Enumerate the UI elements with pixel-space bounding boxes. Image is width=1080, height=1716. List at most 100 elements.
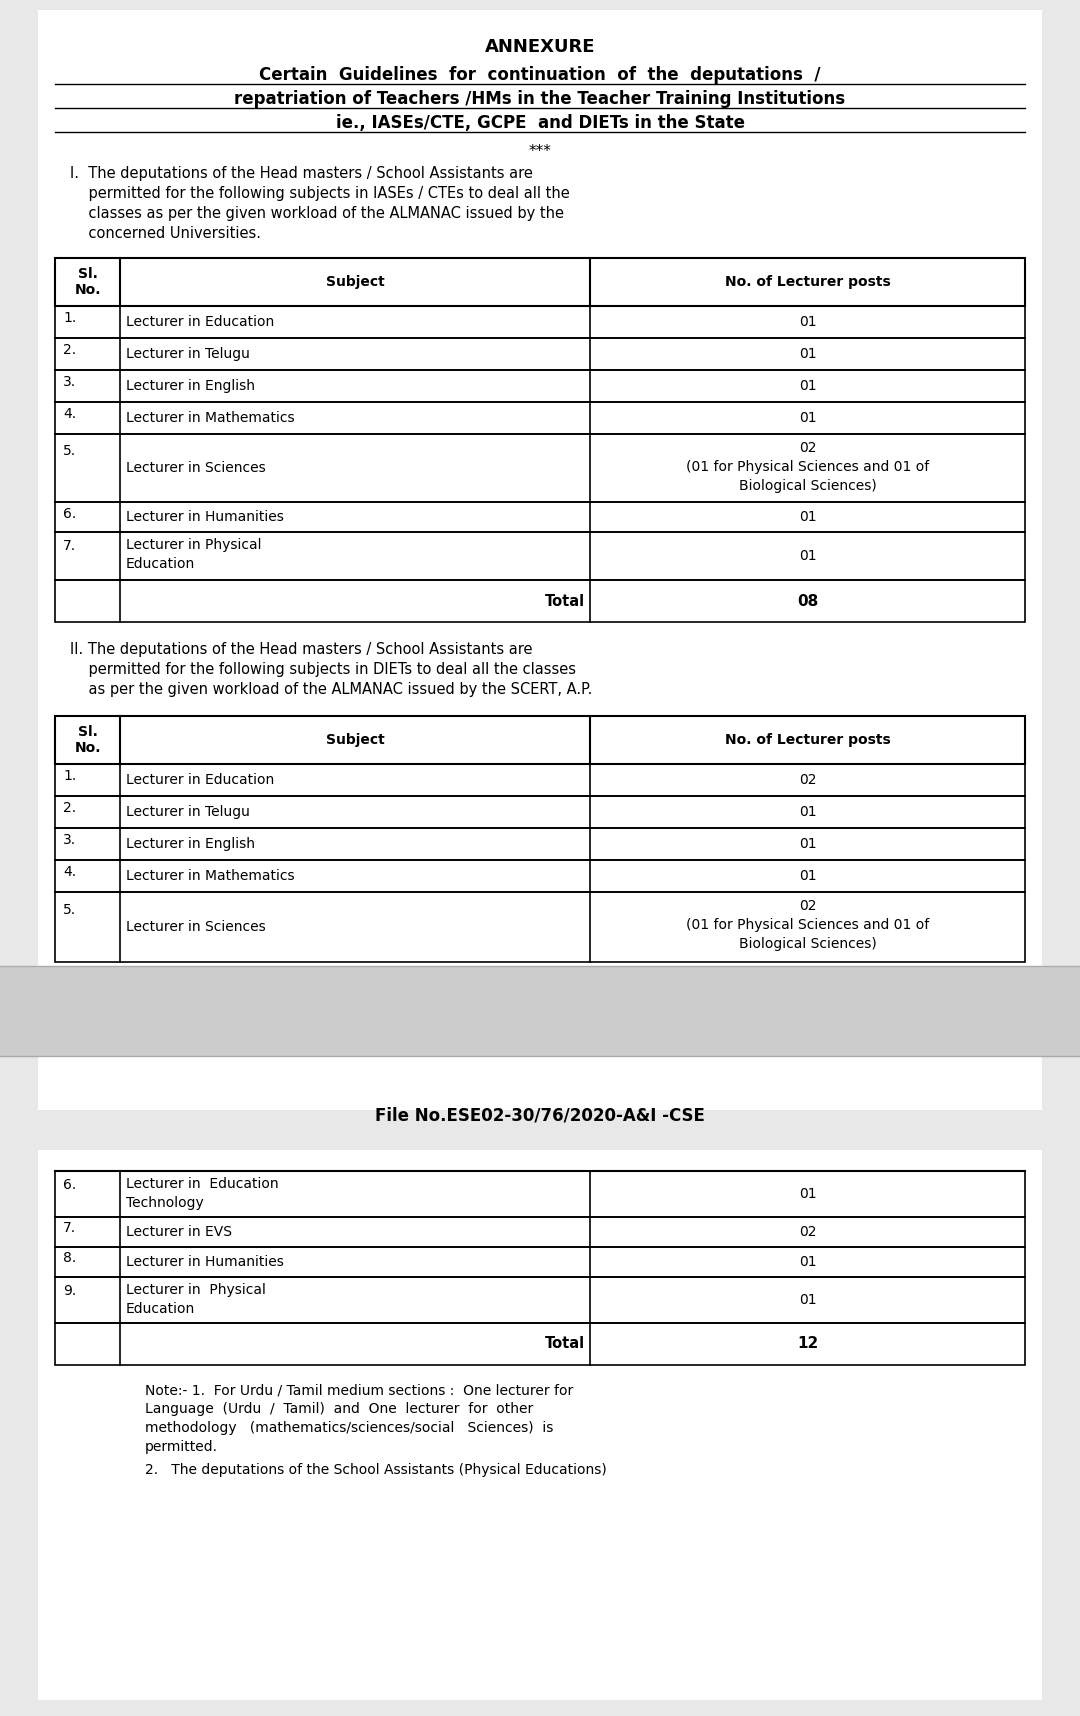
- Text: 01: 01: [799, 316, 816, 329]
- Text: Total: Total: [545, 594, 585, 609]
- Text: Education: Education: [126, 1301, 195, 1316]
- Bar: [55, 1248, 1025, 1277]
- Text: 12: 12: [797, 1337, 819, 1352]
- Text: 01: 01: [799, 549, 816, 563]
- Bar: [55, 1217, 1025, 1248]
- Text: 4.: 4.: [63, 865, 76, 879]
- Text: 01: 01: [799, 510, 816, 523]
- Text: Lecturer in Physical: Lecturer in Physical: [126, 537, 261, 553]
- Text: permitted.: permitted.: [145, 1440, 218, 1453]
- Bar: [55, 532, 1025, 580]
- Text: classes as per the given workload of the ALMANAC issued by the: classes as per the given workload of the…: [70, 206, 564, 221]
- Text: permitted for the following subjects in DIETs to deal all the classes: permitted for the following subjects in …: [70, 662, 576, 678]
- Text: No. of Lecturer posts: No. of Lecturer posts: [725, 733, 890, 746]
- Text: ie., IASEs/CTE, GCPE  and DIETs in the State: ie., IASEs/CTE, GCPE and DIETs in the St…: [336, 113, 744, 132]
- Text: 01: 01: [799, 379, 816, 393]
- Text: 02: 02: [799, 441, 816, 455]
- Text: Lecturer in Education: Lecturer in Education: [126, 772, 274, 788]
- Text: Sl.
No.: Sl. No.: [75, 268, 100, 297]
- Bar: [55, 829, 1025, 860]
- Text: 7.: 7.: [63, 1222, 76, 1236]
- Text: Lecturer in Sciences: Lecturer in Sciences: [126, 920, 266, 934]
- Text: File No.ESE02-30/76/2020-A&I -CSE: File No.ESE02-30/76/2020-A&I -CSE: [375, 1107, 705, 1124]
- Text: concerned Universities.: concerned Universities.: [70, 227, 261, 240]
- Bar: [55, 371, 1025, 402]
- Bar: [55, 434, 1025, 503]
- Text: Lecturer in Mathematics: Lecturer in Mathematics: [126, 412, 295, 426]
- Text: 4.: 4.: [63, 407, 76, 420]
- Bar: [55, 305, 1025, 338]
- Text: 5.: 5.: [63, 903, 76, 916]
- Text: Lecturer in Humanities: Lecturer in Humanities: [126, 1254, 284, 1270]
- Text: Biological Sciences): Biological Sciences): [739, 479, 876, 492]
- Text: ***: ***: [528, 144, 552, 160]
- Text: Subject: Subject: [326, 733, 384, 746]
- Bar: [55, 796, 1025, 829]
- Text: 01: 01: [799, 868, 816, 884]
- Text: methodology   (mathematics/sciences/social   Sciences)  is: methodology (mathematics/sciences/social…: [145, 1421, 553, 1435]
- Text: Note:- 1.  For Urdu / Tamil medium sections :  One lecturer for: Note:- 1. For Urdu / Tamil medium sectio…: [145, 1383, 573, 1397]
- Text: 01: 01: [799, 1254, 816, 1270]
- Text: 1.: 1.: [63, 311, 77, 324]
- Text: 6.: 6.: [63, 506, 77, 520]
- Text: Education: Education: [126, 556, 195, 571]
- Text: (01 for Physical Sciences and 01 of: (01 for Physical Sciences and 01 of: [686, 460, 929, 474]
- Text: Lecturer in English: Lecturer in English: [126, 379, 255, 393]
- Text: Language  (Urdu  /  Tamil)  and  One  lecturer  for  other: Language (Urdu / Tamil) and One lecturer…: [145, 1402, 534, 1416]
- Text: 01: 01: [799, 837, 816, 851]
- Text: 02: 02: [799, 772, 816, 788]
- Text: Biological Sciences): Biological Sciences): [739, 937, 876, 951]
- Bar: [38, 1150, 1042, 1701]
- Text: 1.: 1.: [63, 769, 77, 782]
- Text: (01 for Physical Sciences and 01 of: (01 for Physical Sciences and 01 of: [686, 918, 929, 932]
- Text: I.  The deputations of the Head masters / School Assistants are: I. The deputations of the Head masters /…: [70, 166, 532, 180]
- Text: Total: Total: [545, 1337, 585, 1352]
- Bar: [55, 1170, 1025, 1217]
- Text: Lecturer in Telugu: Lecturer in Telugu: [126, 347, 249, 360]
- Text: No. of Lecturer posts: No. of Lecturer posts: [725, 275, 890, 288]
- Text: 02: 02: [799, 899, 816, 913]
- Text: Lecturer in Education: Lecturer in Education: [126, 316, 274, 329]
- Text: 9.: 9.: [63, 1284, 77, 1297]
- Text: ANNEXURE: ANNEXURE: [485, 38, 595, 57]
- Text: Lecturer in  Physical: Lecturer in Physical: [126, 1282, 266, 1297]
- Text: 3.: 3.: [63, 832, 76, 846]
- Bar: [55, 716, 1025, 764]
- Bar: [38, 10, 1042, 1110]
- Text: Lecturer in Humanities: Lecturer in Humanities: [126, 510, 284, 523]
- Text: Certain  Guidelines  for  continuation  of  the  deputations  /: Certain Guidelines for continuation of t…: [259, 65, 821, 84]
- Bar: [0, 966, 1080, 1055]
- Text: Sl.
No.: Sl. No.: [75, 724, 100, 755]
- Text: 01: 01: [799, 1292, 816, 1308]
- Text: 2.: 2.: [63, 801, 76, 815]
- Text: 2.   The deputations of the School Assistants (Physical Educations): 2. The deputations of the School Assista…: [145, 1464, 607, 1477]
- Text: 6.: 6.: [63, 1177, 77, 1193]
- Text: 02: 02: [799, 1225, 816, 1239]
- Text: Lecturer in English: Lecturer in English: [126, 837, 255, 851]
- Bar: [55, 860, 1025, 892]
- Text: 01: 01: [799, 412, 816, 426]
- Text: 5.: 5.: [63, 444, 76, 458]
- Bar: [55, 1277, 1025, 1323]
- Bar: [55, 402, 1025, 434]
- Text: 01: 01: [799, 805, 816, 819]
- Text: Lecturer in Mathematics: Lecturer in Mathematics: [126, 868, 295, 884]
- Bar: [55, 503, 1025, 532]
- Bar: [55, 338, 1025, 371]
- Text: Subject: Subject: [326, 275, 384, 288]
- Text: II. The deputations of the Head masters / School Assistants are: II. The deputations of the Head masters …: [70, 642, 532, 657]
- Text: as per the given workload of the ALMANAC issued by the SCERT, A.P.: as per the given workload of the ALMANAC…: [70, 681, 592, 697]
- Bar: [55, 892, 1025, 963]
- Bar: [55, 257, 1025, 305]
- Bar: [55, 1323, 1025, 1364]
- Text: Lecturer in  Education: Lecturer in Education: [126, 1177, 279, 1191]
- Text: Technology: Technology: [126, 1196, 204, 1210]
- Text: Lecturer in Telugu: Lecturer in Telugu: [126, 805, 249, 819]
- Text: 3.: 3.: [63, 374, 76, 390]
- Text: permitted for the following subjects in IASEs / CTEs to deal all the: permitted for the following subjects in …: [70, 185, 570, 201]
- Bar: [55, 764, 1025, 796]
- Text: 08: 08: [797, 594, 819, 609]
- Bar: [55, 580, 1025, 621]
- Text: Lecturer in Sciences: Lecturer in Sciences: [126, 462, 266, 475]
- Text: repatriation of Teachers /HMs in the Teacher Training Institutions: repatriation of Teachers /HMs in the Tea…: [234, 89, 846, 108]
